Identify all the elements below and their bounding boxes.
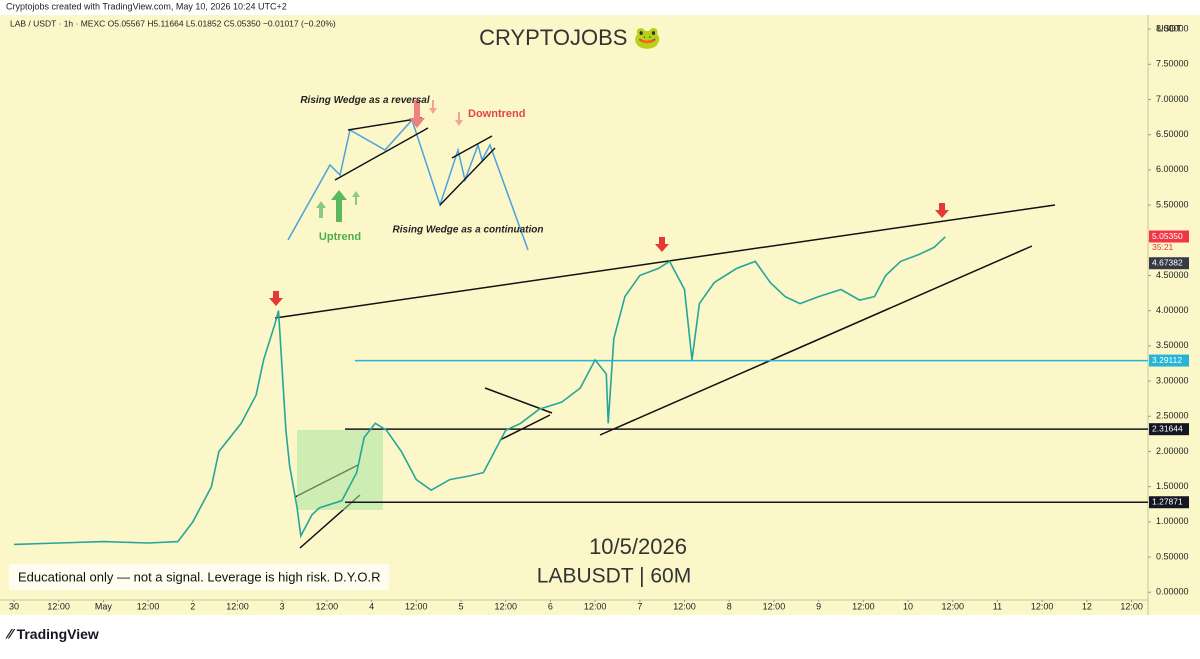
- y-tick-label: 1.00000: [1156, 516, 1189, 526]
- dynamic: 0.00000 0.50000 1.00000 1.50000 2.00000 2.500…: [9, 23, 1189, 611]
- x-tick-label: May: [95, 601, 113, 611]
- price-tag-label: 5.05350: [1152, 231, 1183, 241]
- y-tick-label: 6.00000: [1156, 164, 1189, 174]
- price-tag: [1149, 496, 1189, 509]
- x-tick-label: 9: [816, 601, 821, 611]
- price-tag: [1149, 230, 1189, 243]
- x-tick-label: 30: [9, 601, 19, 611]
- x-tick-label: 10: [903, 601, 913, 611]
- y-tick-label: 5.50000: [1156, 199, 1189, 209]
- time-axis: [0, 600, 1200, 615]
- y-tick-label: 1.50000: [1156, 481, 1189, 491]
- y-tick-label: 7.50000: [1156, 59, 1189, 69]
- x-tick-label: 12:00: [405, 601, 428, 611]
- x-tick-label: 12:00: [137, 601, 160, 611]
- x-tick-label: 2: [190, 601, 195, 611]
- x-tick-label: 11: [993, 601, 1002, 611]
- x-tick-label: 8: [727, 601, 732, 611]
- x-tick-label: 4: [369, 601, 374, 611]
- symbol-label: LABUSDT | 60M: [537, 565, 691, 588]
- x-tick-label: 12:00: [226, 601, 249, 611]
- breakout-zone: [297, 430, 383, 510]
- title: CRYPTOJOBS 🐸: [479, 25, 661, 50]
- disclaimer-box: [9, 564, 389, 590]
- price-tag: [1149, 354, 1189, 367]
- disclaimer: Educational only — not a signal. Leverag…: [18, 569, 381, 584]
- y-tick-label: 4.00000: [1156, 305, 1189, 315]
- brand-logo: ⁄⁄ TradingView: [5, 626, 99, 642]
- annotation: Rising Wedge as a continuation: [393, 225, 544, 236]
- x-tick-label: 12:00: [1120, 601, 1143, 611]
- peak-arrows: [269, 203, 949, 306]
- y-tick-label: 3.00000: [1156, 375, 1189, 385]
- y-tick-label: 8.00000: [1156, 23, 1189, 33]
- annotation: Uptrend: [319, 231, 361, 243]
- x-tick-label: 12:00: [763, 601, 786, 611]
- x-tick-label: 12:00: [852, 601, 875, 611]
- down-arrows: [409, 100, 463, 128]
- wedge-lines: [334, 117, 496, 206]
- annotation: Downtrend: [468, 108, 525, 120]
- price-tag-label: 4.67382: [1152, 257, 1183, 267]
- x-tick-label: 12:00: [47, 601, 70, 611]
- x-tick-label: 12:00: [584, 601, 607, 611]
- x-tick-label: 6: [548, 601, 553, 611]
- symbol-header: LAB / USDT · 1h · MEXC O5.05567 H5.11664…: [10, 18, 336, 28]
- x-tick-label: 12:00: [1031, 601, 1054, 611]
- x-tick-label: 12:00: [942, 601, 965, 611]
- x-tick-label: 12: [1082, 601, 1092, 611]
- plot-background: [0, 15, 1148, 600]
- price-tag-label: 2.31644: [1152, 423, 1183, 433]
- y-tick-label: 7.00000: [1156, 94, 1189, 104]
- price-tag-label: 1.27871: [1152, 496, 1183, 506]
- brand: TradingView: [17, 626, 99, 642]
- annotation: Rising Wedge as a reversal: [300, 95, 430, 106]
- y-tick-label: 4.50000: [1156, 270, 1189, 280]
- up-arrows: [316, 190, 360, 222]
- x-tick-label: 12:00: [673, 601, 696, 611]
- x-tick-label: 7: [637, 601, 642, 611]
- price-tag: [1149, 257, 1189, 270]
- price-tag: [1149, 423, 1189, 436]
- y-tick-label: 3.50000: [1156, 340, 1189, 350]
- y-tick-label: 6.50000: [1156, 129, 1189, 139]
- price-tag-label: 3.29112: [1152, 355, 1182, 365]
- y-tick-label: 2.50000: [1156, 411, 1189, 421]
- credit: Cryptojobs created with TradingView.com,…: [6, 1, 287, 11]
- x-tick-label: 12:00: [316, 601, 339, 611]
- y-tick-label: 2.00000: [1156, 446, 1189, 456]
- x-tick-label: 3: [280, 601, 285, 611]
- countdown: 35:21: [1152, 242, 1174, 252]
- y-tick-label: 0.50000: [1156, 551, 1189, 561]
- annotation-text: Rising Wedge as a reversal: [300, 95, 430, 106]
- currency: USDT: [1157, 23, 1182, 33]
- x-tick-label: 5: [459, 601, 464, 611]
- y-tick-label: 0.00000: [1156, 587, 1189, 597]
- price-line: [13, 236, 946, 546]
- x-tick-label: 12:00: [494, 601, 517, 611]
- date-label: 10/5/2026: [589, 534, 687, 559]
